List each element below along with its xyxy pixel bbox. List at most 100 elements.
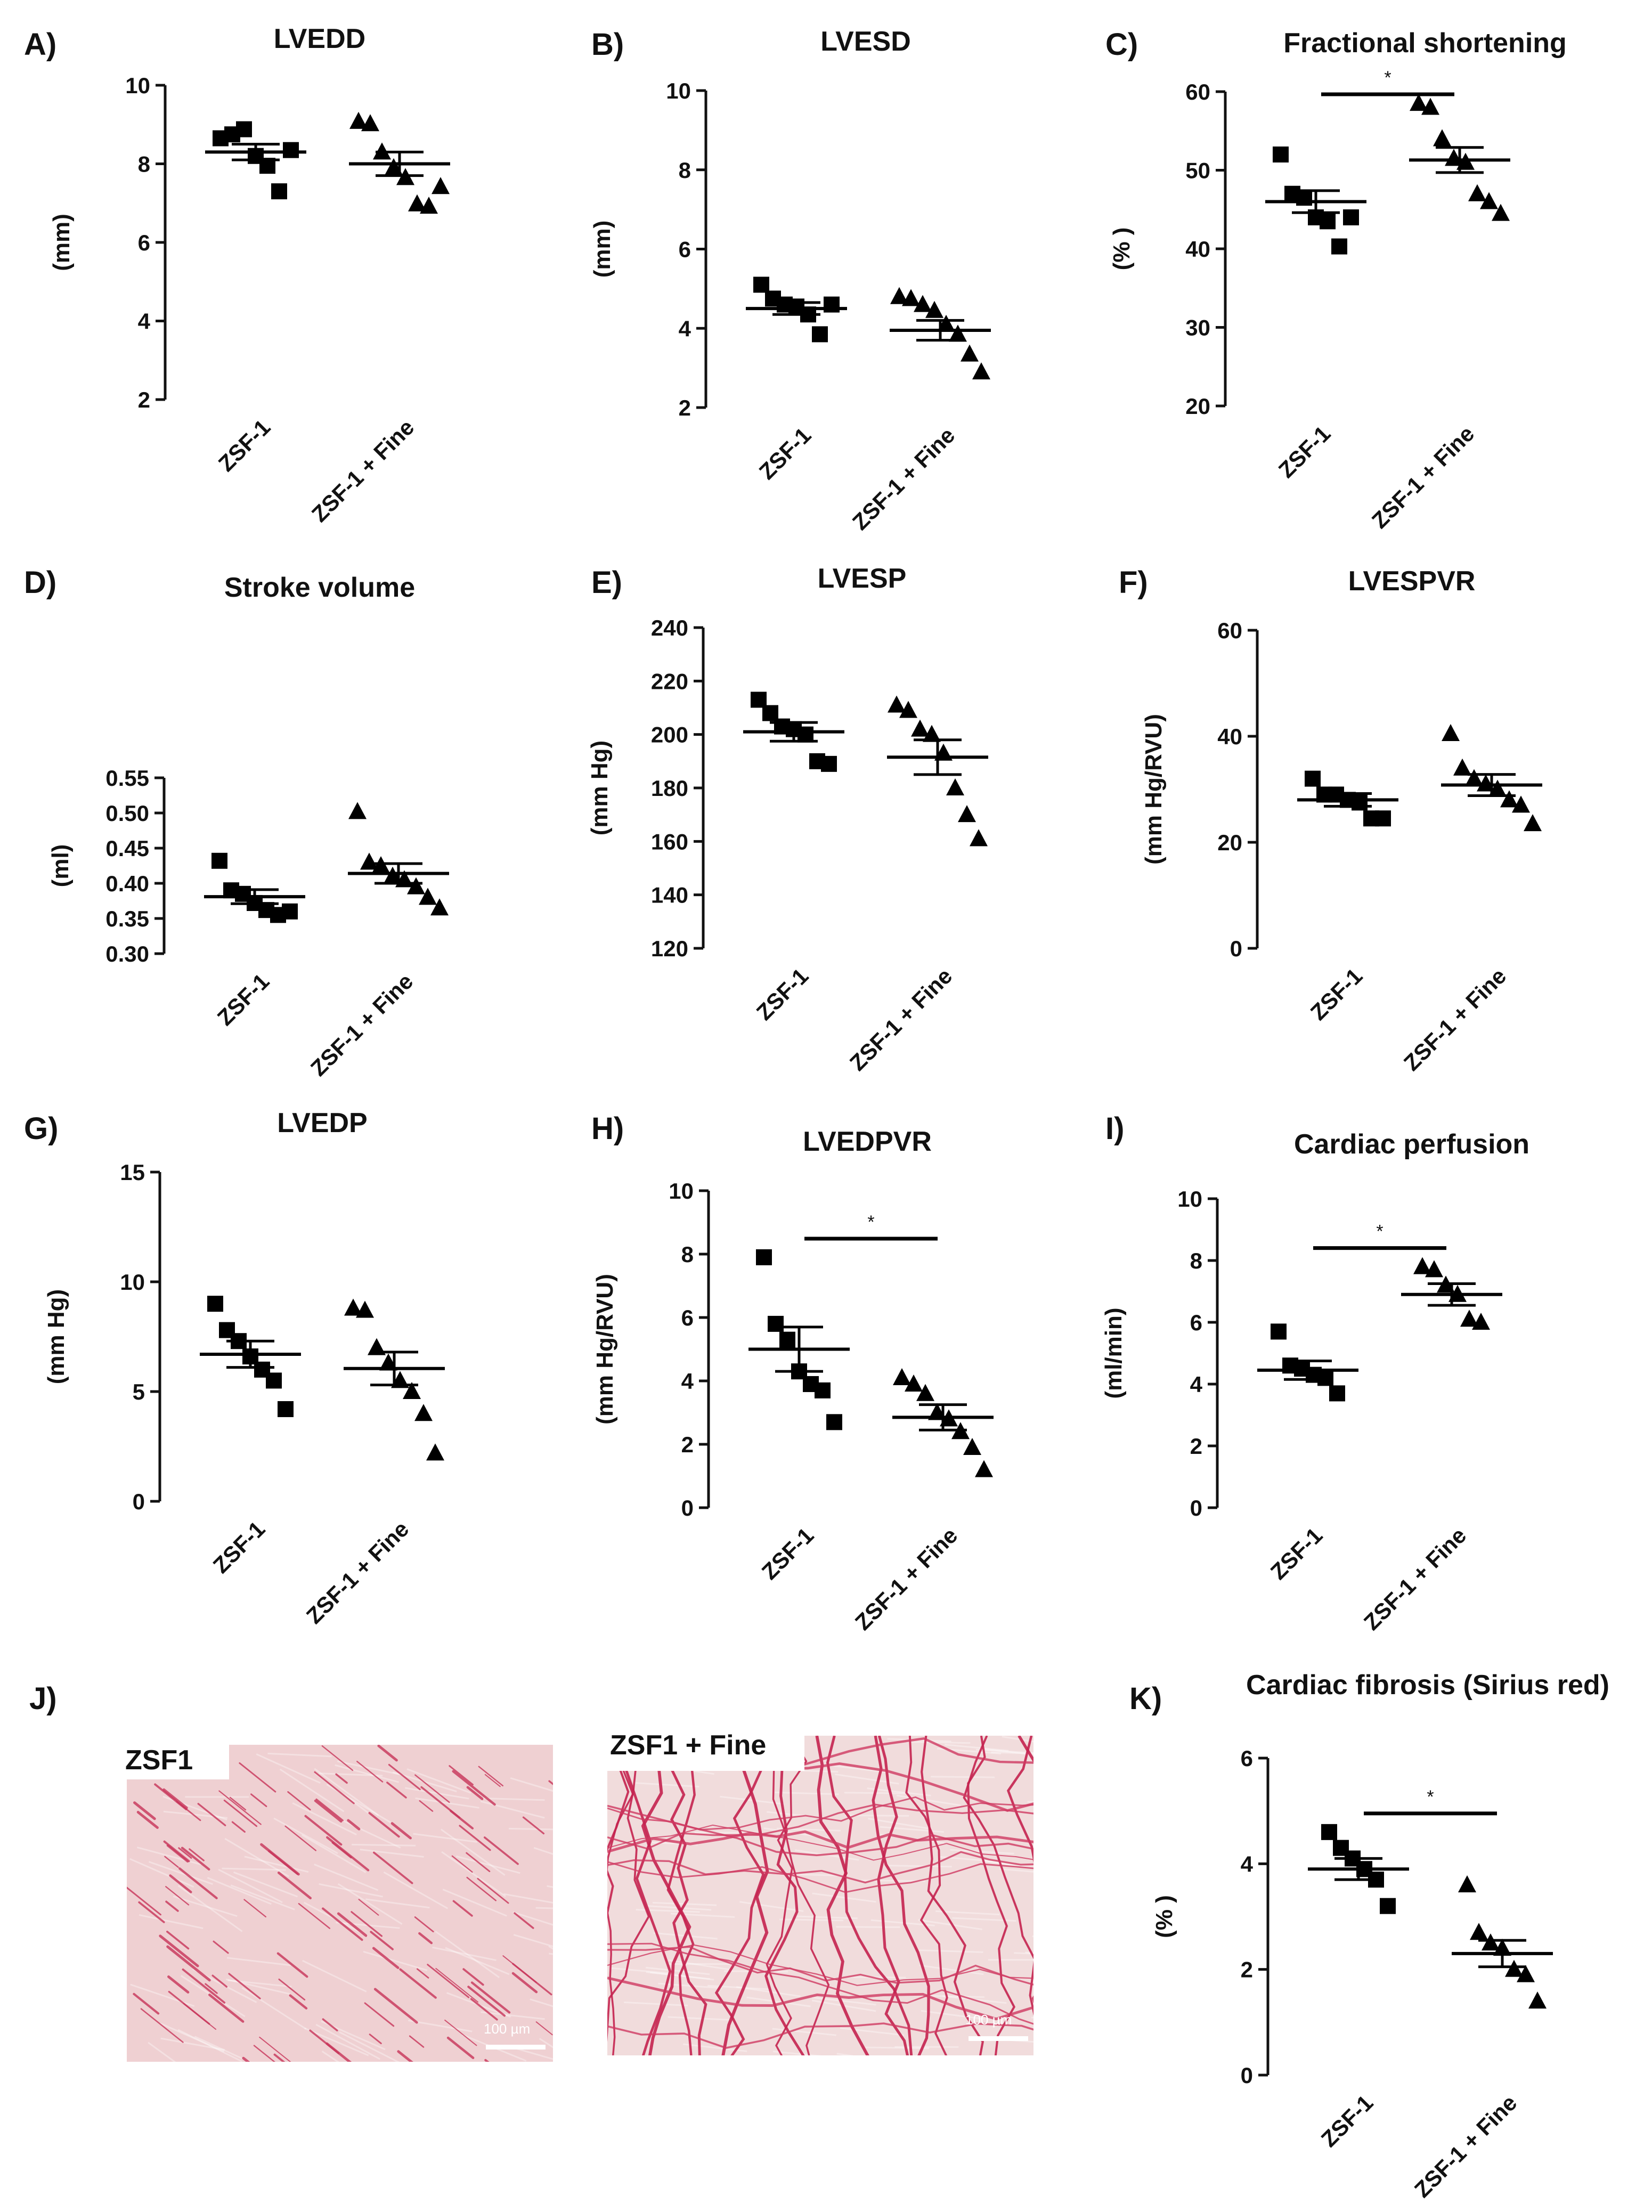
significance-label: * (867, 1212, 874, 1232)
chart-title: Cardiac perfusion (1294, 1129, 1529, 1160)
panel-label-c: C) (1105, 27, 1138, 62)
scale-bar (486, 2045, 546, 2050)
histology-label-zsf1: ZSF1 (109, 1737, 229, 1779)
y-tick-label: 2 (681, 1432, 694, 1457)
panel-label-f: F) (1119, 565, 1148, 600)
y-tick-label: 200 (651, 722, 688, 747)
y-tick-label: 180 (651, 776, 688, 801)
data-point-square (762, 705, 778, 721)
histology-image-zsf1-fine (607, 1736, 1033, 2055)
data-point-triangle (414, 1404, 433, 1421)
data-point-triangle (430, 898, 449, 916)
data-point-square (1305, 770, 1321, 787)
y-tick-label: 4 (138, 309, 151, 334)
data-point-triangle (1433, 129, 1451, 147)
chart-title: Stroke volume (224, 572, 415, 603)
y-axis-label: (mm Hg) (587, 741, 613, 835)
histology-micrograph (607, 1736, 1033, 2055)
chart-title: Fractional shortening (1283, 28, 1567, 59)
data-point-triangle (914, 295, 932, 312)
y-tick-label: 140 (651, 883, 688, 908)
data-point-triangle (403, 1382, 421, 1399)
histology-micrograph (127, 1745, 553, 2062)
y-tick-label: 8 (679, 158, 691, 183)
data-point-triangle (1500, 790, 1518, 808)
y-tick-label: 30 (1185, 315, 1210, 340)
scale-bar (969, 2036, 1028, 2041)
data-point-triangle (360, 852, 378, 870)
data-point-triangle (958, 805, 976, 823)
data-point-triangle (1413, 1257, 1431, 1274)
chart-title: Cardiac fibrosis (Sirius red) (1246, 1670, 1609, 1701)
data-point-triangle (949, 324, 967, 342)
panel-label-g: G) (24, 1111, 59, 1146)
data-point-triangle (1458, 1875, 1476, 1892)
y-tick-label: 0.45 (105, 836, 149, 861)
data-point-square (812, 326, 828, 343)
y-axis-label: (mm) (48, 214, 75, 271)
y-tick-label: 4 (1241, 1851, 1254, 1876)
data-point-triangle (356, 1300, 374, 1318)
y-tick-label: 10 (125, 73, 150, 98)
scale-bar-label: 100 µm (965, 2012, 1012, 2028)
significance-label: * (1376, 1222, 1383, 1242)
panel-label-a: A) (24, 27, 57, 62)
y-tick-label: 60 (1217, 618, 1242, 643)
y-tick-label: 4 (679, 316, 691, 341)
y-axis-label: (mm) (589, 221, 615, 278)
data-point-square (815, 1382, 831, 1398)
y-tick-label: 20 (1185, 394, 1210, 419)
significance-label: * (1384, 68, 1391, 88)
data-point-triangle (1512, 795, 1530, 813)
panel-label-k: K) (1129, 1681, 1162, 1716)
y-tick-label: 0.55 (105, 766, 149, 791)
y-tick-label: 0.35 (105, 906, 149, 931)
data-point-triangle (1472, 1313, 1490, 1330)
y-tick-label: 0.50 (105, 801, 149, 826)
data-point-square (207, 1296, 223, 1312)
data-point-triangle (349, 111, 368, 129)
y-tick-label: 4 (681, 1369, 694, 1394)
data-point-square (1321, 1824, 1337, 1840)
data-point-square (266, 1372, 282, 1389)
data-point-square (1343, 209, 1359, 225)
chart-title: LVEDD (274, 23, 365, 54)
data-point-triangle (905, 1374, 923, 1392)
y-tick-label: 6 (138, 230, 150, 255)
data-point-triangle (925, 300, 943, 318)
data-point-triangle (1442, 724, 1460, 742)
data-point-square (768, 1315, 784, 1332)
y-tick-label: 120 (651, 936, 688, 961)
y-tick-label: 2 (1241, 1957, 1253, 1982)
y-axis-label: (mm Hg) (43, 1289, 69, 1384)
y-tick-label: 240 (651, 615, 688, 640)
data-point-triangle (426, 1443, 444, 1461)
data-point-triangle (1524, 814, 1542, 832)
data-point-square (278, 1401, 294, 1417)
data-point-triangle (348, 802, 367, 819)
y-tick-label: 2 (679, 395, 691, 420)
data-point-triangle (432, 177, 450, 194)
data-point-triangle (361, 114, 379, 132)
data-point-triangle (893, 1368, 911, 1386)
y-tick-label: 10 (120, 1270, 145, 1295)
y-tick-label: 15 (120, 1160, 145, 1185)
y-tick-label: 6 (681, 1305, 694, 1330)
y-tick-label: 6 (1190, 1310, 1202, 1335)
data-point-triangle (1410, 94, 1428, 111)
histology-label-zsf1-fine: ZSF1 + Fine (594, 1722, 804, 1771)
y-tick-label: 50 (1185, 158, 1210, 183)
y-tick-label: 160 (651, 829, 688, 854)
y-tick-label: 6 (679, 237, 691, 262)
y-tick-label: 0 (1241, 2063, 1253, 2088)
y-tick-label: 10 (1177, 1186, 1202, 1211)
x-category-label: ZSF-1 (1316, 2090, 1378, 2152)
y-tick-label: 8 (138, 152, 150, 177)
data-point-triangle (916, 1384, 934, 1401)
significance-label: * (1427, 1787, 1434, 1807)
panel-label-j: J) (29, 1681, 57, 1716)
data-point-triangle (923, 725, 941, 742)
data-point-triangle (1465, 769, 1483, 786)
